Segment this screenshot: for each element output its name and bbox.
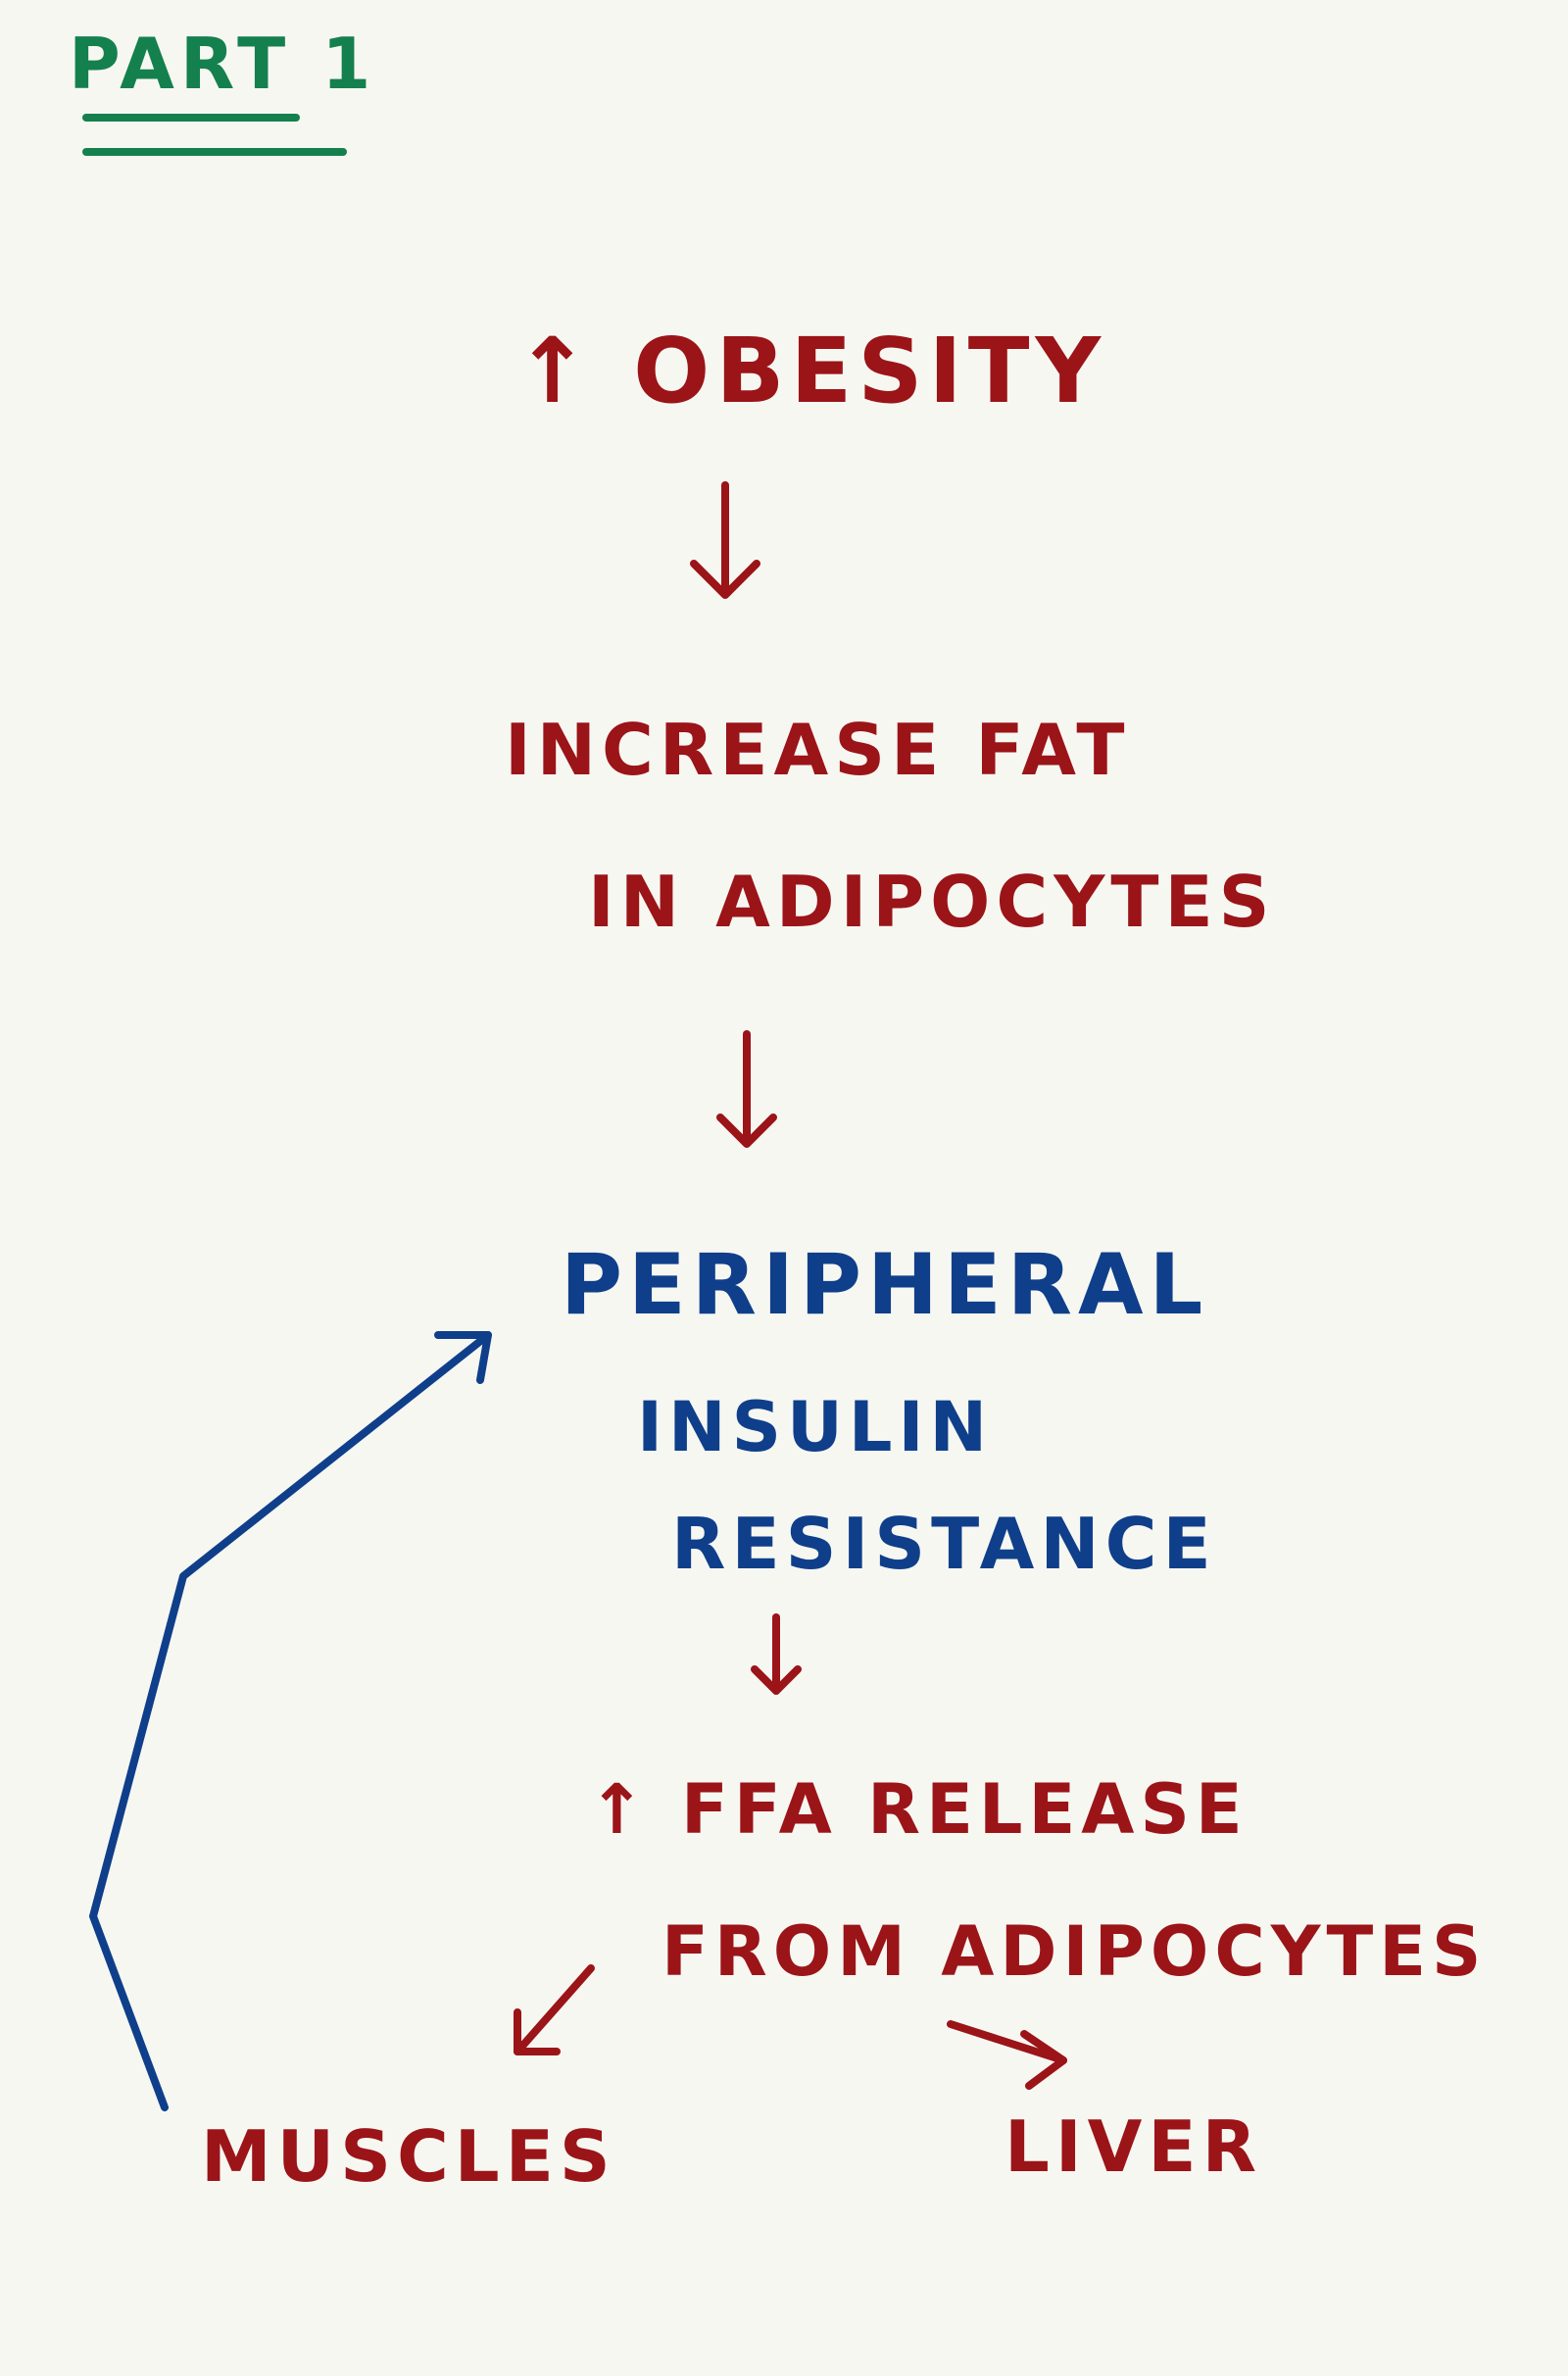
arrow-down-3: [751, 1613, 802, 1695]
obesity-label: ↑ OBESITY: [514, 319, 1106, 423]
arrow-to-liver: [947, 2020, 1067, 2090]
insulin-resistance-line-1: PERIPHERAL: [561, 1236, 1208, 1334]
arrow-down-2: [716, 1030, 777, 1148]
increase-fat-line-2: IN ADIPOCYTES: [588, 861, 1276, 943]
ffa-release-line-2: FROM ADIPOCYTES: [662, 1911, 1487, 1992]
insulin-resistance-line-2: INSULIN: [637, 1387, 993, 1467]
liver-label: LIVER: [1004, 2105, 1262, 2188]
arrow-to-muscles: [514, 1964, 595, 2055]
muscles-label: MUSCLES: [201, 2115, 616, 2198]
feedback-arrow: [89, 1331, 492, 2111]
increase-fat-line-1: INCREASE FAT: [505, 709, 1131, 791]
insulin-resistance-line-3: RESISTANCE: [671, 1503, 1217, 1585]
heading-text: PART 1: [69, 23, 376, 105]
arrow-down-1: [690, 481, 760, 599]
ffa-release-line-1: ↑ FFA RELEASE: [588, 1769, 1249, 1850]
